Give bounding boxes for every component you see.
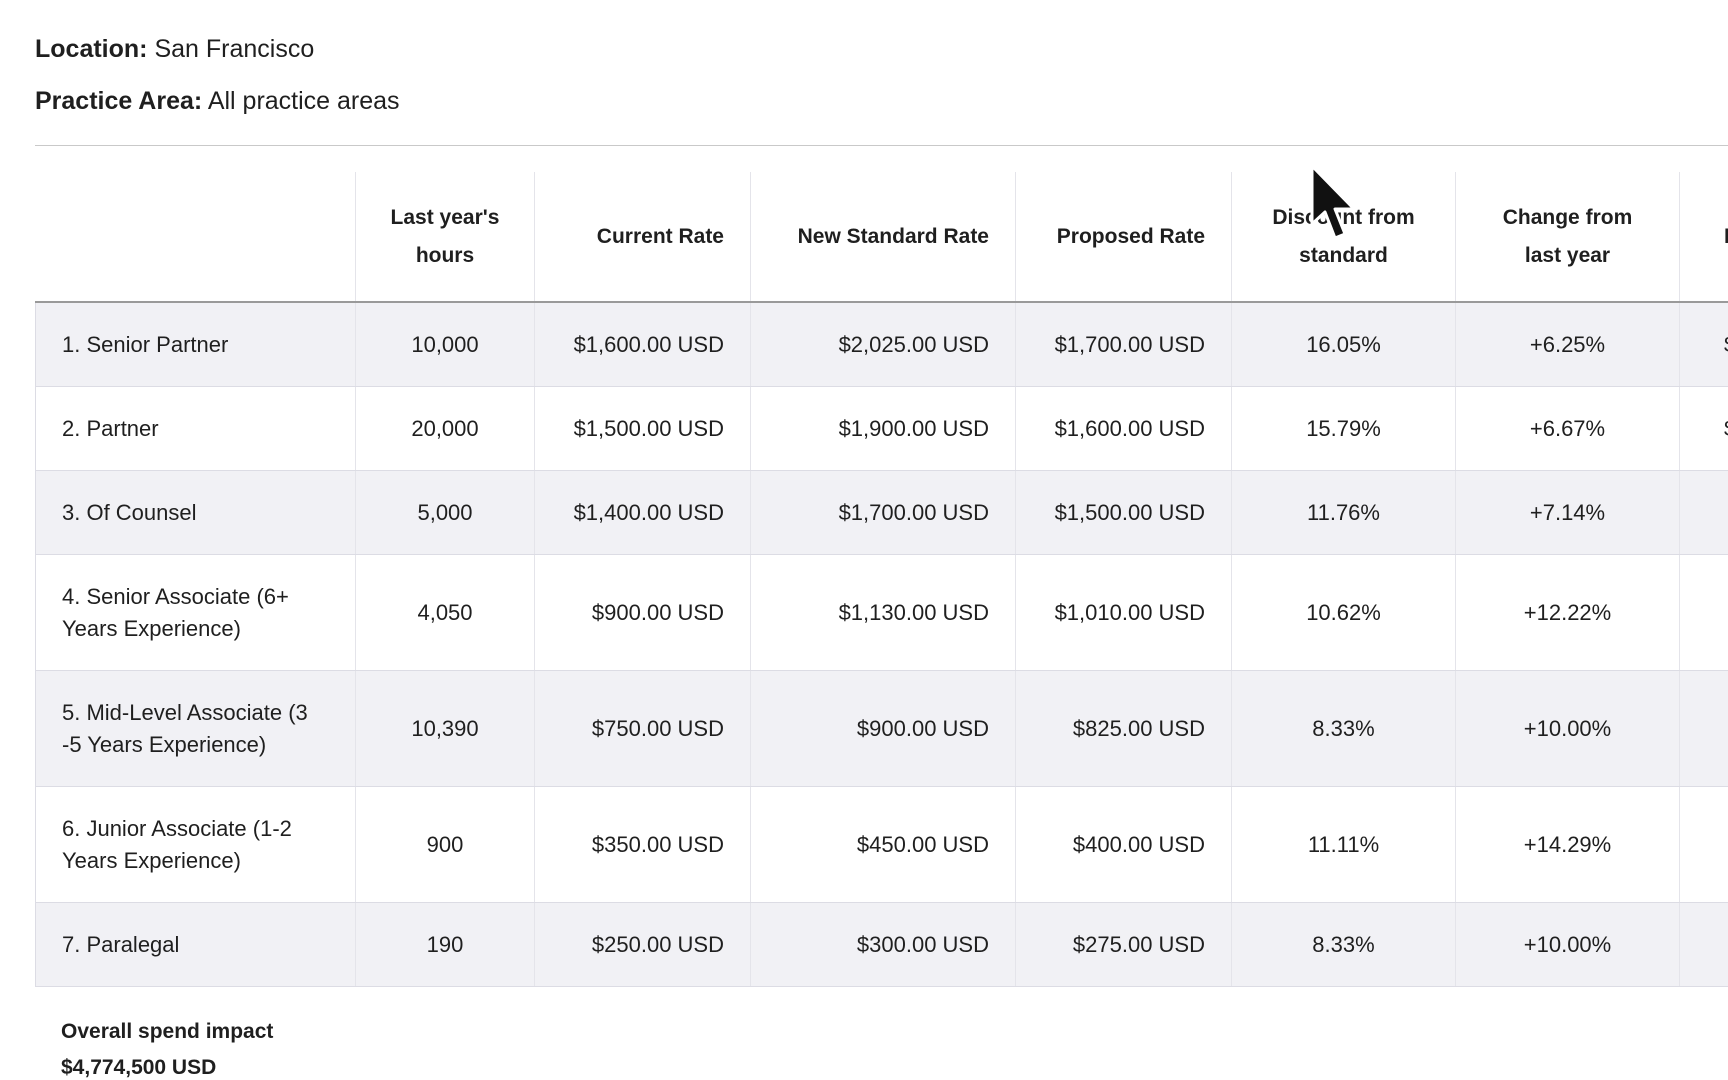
cell-current-rate: $250.00 USD (534, 902, 751, 987)
cell-discount: 11.11% (1231, 786, 1456, 903)
cell-last-years-hours: 5,000 (355, 470, 535, 555)
practice-area-filter: Practice Area: All practice areas (35, 86, 400, 116)
table-row: 1. Senior Partner 10,000 $1,600.00 USD $… (35, 302, 1728, 387)
practice-area-label: Practice Area: (35, 87, 203, 115)
section-divider (35, 145, 1728, 146)
cell-last-years-hours: 20,000 (355, 386, 535, 471)
cell-role: 2. Partner (35, 386, 356, 471)
cell-change: +10.00% (1455, 902, 1680, 987)
rates-table-container: Last year's hours Current Rate New Stand… (35, 172, 1728, 988)
spend-impact-label: Overall spend impact (61, 1020, 274, 1043)
cell-truncated: $ (1679, 386, 1728, 471)
table-row: 6. Junior Associate (1-2 Years Experienc… (35, 786, 1728, 903)
spend-impact-summary: Overall spend impact $4,774,500 USD (61, 1014, 273, 1080)
cell-new-standard-rate: $450.00 USD (750, 786, 1016, 903)
rates-table: Last year's hours Current Rate New Stand… (35, 172, 1728, 987)
cell-new-standard-rate: $1,700.00 USD (750, 470, 1016, 555)
table-row: 4. Senior Associate (6+ Years Experience… (35, 554, 1728, 671)
cell-truncated (1679, 470, 1728, 555)
cell-change: +12.22% (1455, 554, 1680, 671)
cell-role: 4. Senior Associate (6+ Years Experience… (35, 554, 356, 671)
cell-proposed-rate: $1,010.00 USD (1015, 554, 1232, 671)
cell-current-rate: $1,600.00 USD (534, 302, 751, 387)
cell-proposed-rate: $1,600.00 USD (1015, 386, 1232, 471)
practice-area-value: All practice areas (207, 87, 400, 115)
cell-proposed-rate: $1,500.00 USD (1015, 470, 1232, 555)
cell-proposed-rate: $400.00 USD (1015, 786, 1232, 903)
cell-truncated (1679, 902, 1728, 987)
location-value: San Francisco (154, 35, 315, 63)
cell-current-rate: $1,400.00 USD (534, 470, 751, 555)
cell-current-rate: $750.00 USD (534, 670, 751, 787)
header-truncated-column[interactable]: L (1679, 172, 1728, 303)
location-label: Location: (35, 35, 148, 63)
header-proposed-rate[interactable]: Proposed Rate (1015, 172, 1232, 303)
cell-current-rate: $900.00 USD (534, 554, 751, 671)
cell-discount: 11.76% (1231, 470, 1456, 555)
cell-new-standard-rate: $1,900.00 USD (750, 386, 1016, 471)
cell-new-standard-rate: $900.00 USD (750, 670, 1016, 787)
cell-role: 7. Paralegal (35, 902, 356, 987)
header-change-from-last-year[interactable]: Change from last year (1455, 172, 1680, 303)
cell-role: 1. Senior Partner (35, 302, 356, 387)
cell-change: +6.67% (1455, 386, 1680, 471)
cell-change: +7.14% (1455, 470, 1680, 555)
header-current-rate[interactable]: Current Rate (534, 172, 751, 303)
cell-proposed-rate: $275.00 USD (1015, 902, 1232, 987)
cell-discount: 16.05% (1231, 302, 1456, 387)
cell-last-years-hours: 900 (355, 786, 535, 903)
cell-change: +6.25% (1455, 302, 1680, 387)
cell-truncated (1679, 670, 1728, 787)
cell-last-years-hours: 10,390 (355, 670, 535, 787)
cell-discount: 10.62% (1231, 554, 1456, 671)
cell-proposed-rate: $825.00 USD (1015, 670, 1232, 787)
cell-new-standard-rate: $1,130.00 USD (750, 554, 1016, 671)
cell-change: +10.00% (1455, 670, 1680, 787)
table-row: 7. Paralegal 190 $250.00 USD $300.00 USD… (35, 902, 1728, 987)
table-header-row: Last year's hours Current Rate New Stand… (35, 172, 1728, 303)
cell-discount: 8.33% (1231, 670, 1456, 787)
cell-current-rate: $350.00 USD (534, 786, 751, 903)
cell-new-standard-rate: $300.00 USD (750, 902, 1016, 987)
cell-truncated (1679, 554, 1728, 671)
cell-truncated: $ (1679, 302, 1728, 387)
table-row: 2. Partner 20,000 $1,500.00 USD $1,900.0… (35, 386, 1728, 471)
header-last-years-hours[interactable]: Last year's hours (355, 172, 535, 303)
header-role (35, 172, 356, 303)
cell-role: 6. Junior Associate (1-2 Years Experienc… (35, 786, 356, 903)
table-row: 5. Mid-Level Associate (3 -5 Years Exper… (35, 670, 1728, 787)
mouse-pointer-icon (1310, 164, 1356, 240)
spend-impact-value: $4,774,500 USD (61, 1056, 217, 1079)
cell-last-years-hours: 190 (355, 902, 535, 987)
cell-truncated (1679, 786, 1728, 903)
header-discount-from-standard[interactable]: Discount from standard (1231, 172, 1456, 303)
table-row: 3. Of Counsel 5,000 $1,400.00 USD $1,700… (35, 470, 1728, 555)
cell-new-standard-rate: $2,025.00 USD (750, 302, 1016, 387)
cell-role: 3. Of Counsel (35, 470, 356, 555)
cell-current-rate: $1,500.00 USD (534, 386, 751, 471)
cell-change: +14.29% (1455, 786, 1680, 903)
header-new-standard-rate[interactable]: New Standard Rate (750, 172, 1016, 303)
cell-discount: 15.79% (1231, 386, 1456, 471)
cell-proposed-rate: $1,700.00 USD (1015, 302, 1232, 387)
cell-last-years-hours: 10,000 (355, 302, 535, 387)
cell-last-years-hours: 4,050 (355, 554, 535, 671)
location-filter: Location: San Francisco (35, 34, 314, 64)
cell-role: 5. Mid-Level Associate (3 -5 Years Exper… (35, 670, 356, 787)
cell-discount: 8.33% (1231, 902, 1456, 987)
